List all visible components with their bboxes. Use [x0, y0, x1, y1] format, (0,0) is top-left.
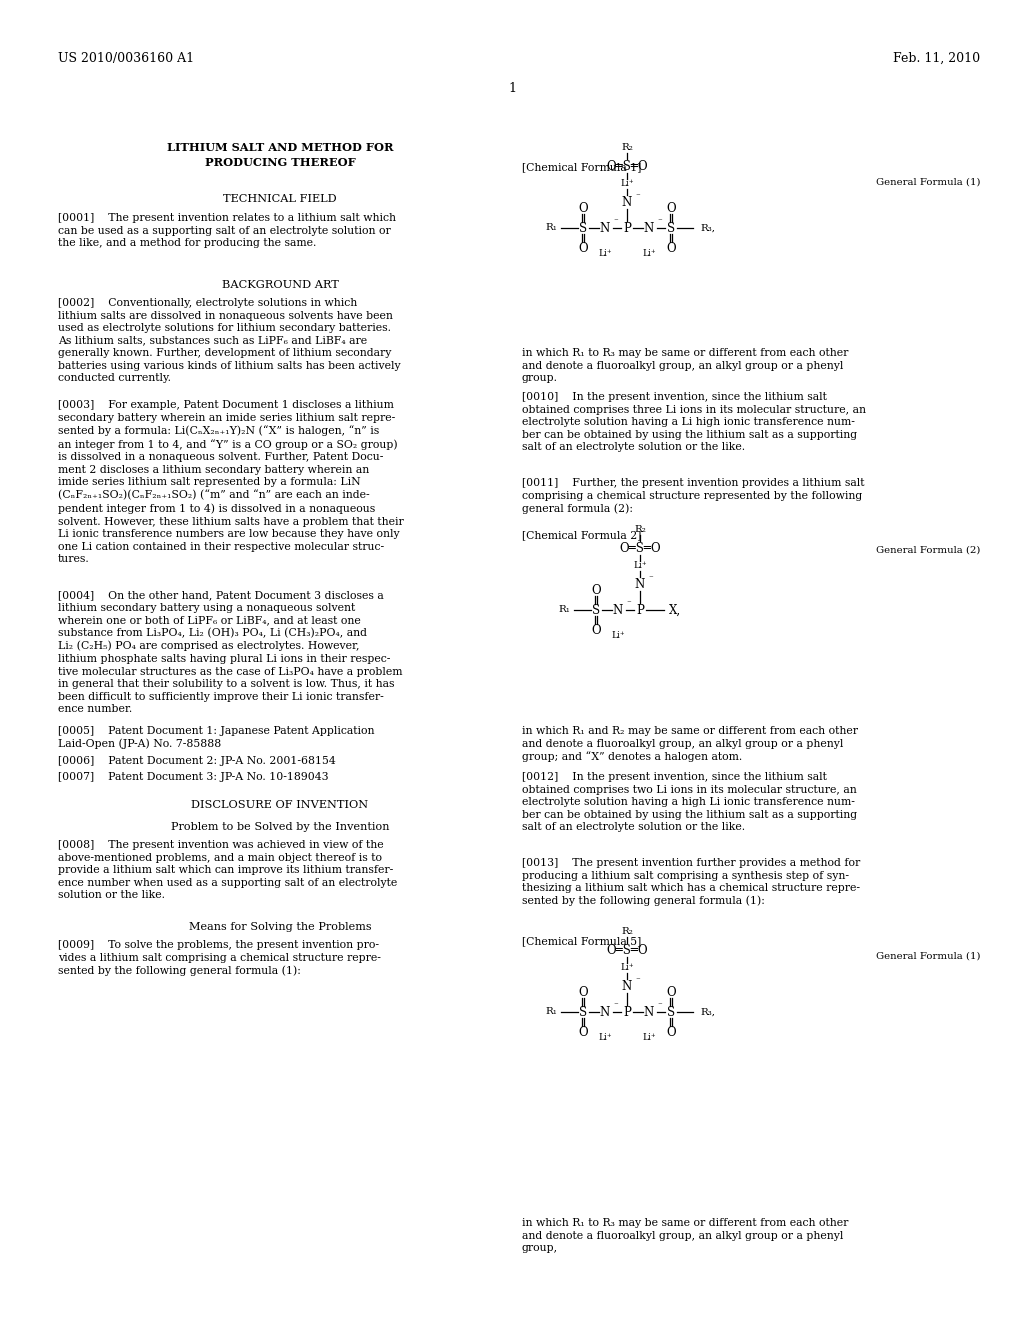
Text: [0010]    In the present invention, since the lithium salt
obtained comprises th: [0010] In the present invention, since t… — [522, 392, 866, 453]
Text: General Formula (1): General Formula (1) — [876, 952, 980, 961]
Text: P: P — [636, 603, 644, 616]
Text: N: N — [622, 979, 632, 993]
Text: P: P — [623, 222, 631, 235]
Text: [0009]    To solve the problems, the present invention pro-
vides a lithium salt: [0009] To solve the problems, the presen… — [58, 940, 381, 975]
Text: [Chemical Formula 5]: [Chemical Formula 5] — [522, 936, 641, 946]
Text: N: N — [600, 222, 610, 235]
Text: Li⁺: Li⁺ — [642, 1034, 655, 1043]
Text: Means for Solving the Problems: Means for Solving the Problems — [188, 921, 372, 932]
Text: P: P — [623, 1006, 631, 1019]
Text: N: N — [613, 603, 624, 616]
Text: 1: 1 — [508, 82, 516, 95]
Text: Li⁺: Li⁺ — [621, 180, 634, 189]
Text: R₁: R₁ — [545, 1007, 557, 1016]
Text: [0011]    Further, the present invention provides a lithium salt
comprising a ch: [0011] Further, the present invention pr… — [522, 478, 864, 513]
Text: [0005]    Patent Document 1: Japanese Patent Application
Laid-Open (JP-A) No. 7-: [0005] Patent Document 1: Japanese Paten… — [58, 726, 375, 750]
Text: O: O — [579, 242, 588, 255]
Text: ⁻: ⁻ — [635, 977, 640, 986]
Text: BACKGROUND ART: BACKGROUND ART — [221, 280, 339, 290]
Text: Li⁺: Li⁺ — [642, 249, 655, 259]
Text: US 2010/0036160 A1: US 2010/0036160 A1 — [58, 51, 195, 65]
Text: [0008]    The present invention was achieved in view of the
above-mentioned prob: [0008] The present invention was achieve… — [58, 840, 397, 900]
Text: ⁻: ⁻ — [648, 574, 652, 583]
Text: R₂: R₂ — [622, 928, 633, 936]
Text: R₁: R₁ — [545, 223, 557, 232]
Text: O═S═O: O═S═O — [606, 160, 648, 173]
Text: Feb. 11, 2010: Feb. 11, 2010 — [893, 51, 980, 65]
Text: ⁻: ⁻ — [626, 599, 631, 609]
Text: O: O — [579, 202, 588, 214]
Text: [Chemical Formula 2]: [Chemical Formula 2] — [522, 531, 641, 540]
Text: [Chemical Formula 1]: [Chemical Formula 1] — [522, 162, 641, 172]
Text: R₃,: R₃, — [700, 223, 715, 232]
Text: R₂: R₂ — [622, 144, 633, 153]
Text: Problem to be Solved by the Invention: Problem to be Solved by the Invention — [171, 822, 389, 832]
Text: S: S — [579, 1006, 587, 1019]
Text: N: N — [622, 195, 632, 209]
Text: ⁻: ⁻ — [657, 218, 662, 227]
Text: in which R₁ to R₃ may be same or different from each other
and denote a fluoroal: in which R₁ to R₃ may be same or differe… — [522, 1218, 848, 1253]
Text: O: O — [667, 986, 676, 998]
Text: DISCLOSURE OF INVENTION: DISCLOSURE OF INVENTION — [191, 800, 369, 810]
Text: [0002]    Conventionally, electrolyte solutions in which
lithium salts are disso: [0002] Conventionally, electrolyte solut… — [58, 298, 400, 383]
Text: General Formula (1): General Formula (1) — [876, 178, 980, 187]
Text: O: O — [667, 202, 676, 214]
Text: [0012]    In the present invention, since the lithium salt
obtained comprises tw: [0012] In the present invention, since t… — [522, 772, 857, 832]
Text: ⁻: ⁻ — [635, 193, 640, 202]
Text: Li⁺: Li⁺ — [611, 631, 625, 640]
Text: ⁻: ⁻ — [613, 218, 617, 227]
Text: N: N — [644, 222, 654, 235]
Text: S: S — [667, 222, 675, 235]
Text: [0006]    Patent Document 2: JP-A No. 2001-68154: [0006] Patent Document 2: JP-A No. 2001-… — [58, 756, 336, 766]
Text: Li⁺: Li⁺ — [598, 249, 611, 259]
Text: [0003]    For example, Patent Document 1 discloses a lithium
secondary battery w: [0003] For example, Patent Document 1 di… — [58, 400, 403, 564]
Text: S: S — [667, 1006, 675, 1019]
Text: O═S═O: O═S═O — [620, 541, 660, 554]
Text: N: N — [644, 1006, 654, 1019]
Text: X,: X, — [669, 603, 681, 616]
Text: R₂: R₂ — [634, 525, 646, 535]
Text: O: O — [579, 1026, 588, 1039]
Text: O: O — [667, 242, 676, 255]
Text: ⁻: ⁻ — [657, 1002, 662, 1011]
Text: O: O — [591, 583, 601, 597]
Text: TECHNICAL FIELD: TECHNICAL FIELD — [223, 194, 337, 205]
Text: O═S═O: O═S═O — [606, 944, 648, 957]
Text: O: O — [591, 623, 601, 636]
Text: ⁻: ⁻ — [613, 1002, 617, 1011]
Text: R₃,: R₃, — [700, 1007, 715, 1016]
Text: N: N — [635, 578, 645, 590]
Text: General Formula (2): General Formula (2) — [876, 546, 980, 554]
Text: S: S — [592, 603, 600, 616]
Text: Li⁺: Li⁺ — [621, 964, 634, 973]
Text: N: N — [600, 1006, 610, 1019]
Text: Li⁺: Li⁺ — [633, 561, 647, 570]
Text: [0013]    The present invention further provides a method for
producing a lithiu: [0013] The present invention further pro… — [522, 858, 860, 907]
Text: in which R₁ to R₃ may be same or different from each other
and denote a fluoroal: in which R₁ to R₃ may be same or differe… — [522, 348, 848, 383]
Text: O: O — [579, 986, 588, 998]
Text: in which R₁ and R₂ may be same or different from each other
and denote a fluoroa: in which R₁ and R₂ may be same or differ… — [522, 726, 858, 762]
Text: O: O — [667, 1026, 676, 1039]
Text: [0007]    Patent Document 3: JP-A No. 10-189043: [0007] Patent Document 3: JP-A No. 10-18… — [58, 772, 329, 781]
Text: [0004]    On the other hand, Patent Document 3 discloses a
lithium secondary bat: [0004] On the other hand, Patent Documen… — [58, 590, 402, 714]
Text: R₁: R₁ — [558, 606, 570, 615]
Text: LITHIUM SALT AND METHOD FOR
PRODUCING THEREOF: LITHIUM SALT AND METHOD FOR PRODUCING TH… — [167, 143, 393, 168]
Text: [0001]    The present invention relates to a lithium salt which
can be used as a: [0001] The present invention relates to … — [58, 213, 396, 248]
Text: S: S — [579, 222, 587, 235]
Text: Li⁺: Li⁺ — [598, 1034, 611, 1043]
